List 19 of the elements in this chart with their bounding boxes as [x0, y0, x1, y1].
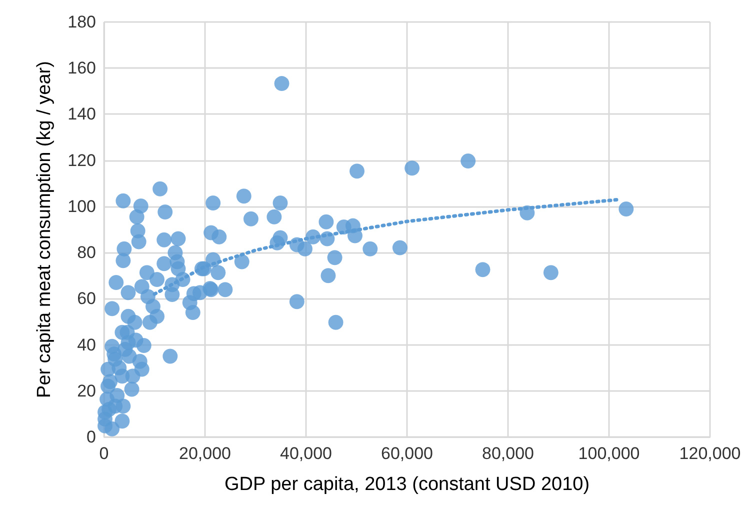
x-axis-title: GDP per capita, 2013 (constant USD 2010): [224, 474, 590, 495]
y-tick-label: 160: [68, 58, 96, 78]
x-tick-label: 0: [99, 444, 109, 463]
y-tick-label: 180: [68, 12, 96, 32]
x-tick-label: 120,000: [679, 444, 741, 463]
y-tick-label: 60: [77, 289, 96, 308]
y-tick-label: 100: [68, 196, 96, 216]
x-tick-label: 60,000: [381, 444, 433, 463]
y-axis-title: Per capita meat consumption (kg / year): [34, 61, 55, 398]
x-tick-label: 100,000: [578, 444, 640, 463]
y-tick-label: 120: [68, 150, 96, 170]
y-tick-label: 20: [77, 381, 96, 400]
y-tick-label: 140: [68, 104, 96, 124]
x-tick-label: 40,000: [280, 444, 332, 463]
y-tick-label: 80: [77, 243, 96, 262]
y-tick-label: 40: [77, 335, 96, 354]
x-tick-label: 20,000: [179, 444, 231, 463]
x-tick-label: 80,000: [482, 444, 534, 463]
y-tick-label: 0: [86, 428, 96, 446]
